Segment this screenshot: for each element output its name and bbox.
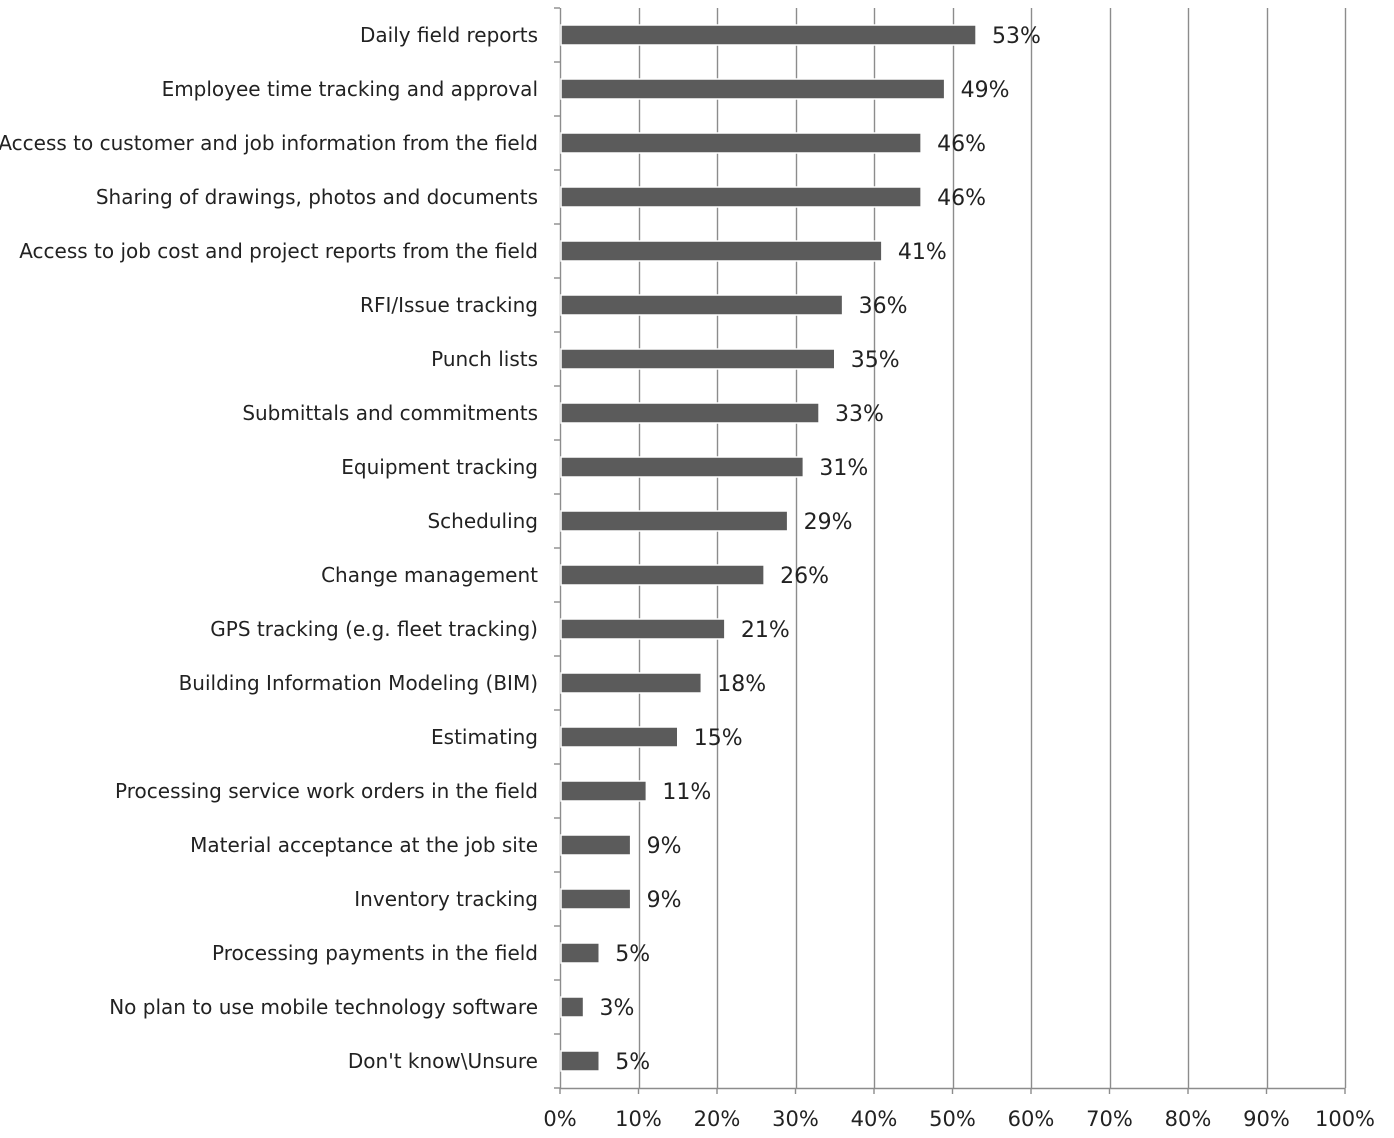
x-tick-label-60: 60% — [1008, 1107, 1055, 1131]
data-label: 3% — [600, 996, 635, 1021]
bar — [560, 24, 977, 46]
x-axis: 0% 10% 20% 30% 40% 50% 60% 70% 80% 90% 100% — [543, 1087, 1375, 1131]
data-label: 46% — [937, 186, 986, 211]
bar — [560, 186, 922, 208]
bar — [560, 348, 836, 370]
bar — [560, 1050, 600, 1072]
bars: Daily field reports 53% Employee time trac… — [0, 23, 1041, 1075]
bar — [560, 564, 765, 586]
bar — [560, 402, 820, 424]
data-label: 49% — [961, 78, 1010, 103]
x-tick-label-50: 50% — [929, 1107, 976, 1131]
category-label: Punch lists — [431, 347, 538, 371]
category-label: Submittals and commitments — [242, 401, 538, 425]
bar — [560, 132, 922, 154]
category-label: No plan to use mobile technology softwar… — [109, 995, 538, 1019]
x-tick-label-90: 90% — [1243, 1107, 1290, 1131]
category-label: Inventory tracking — [354, 887, 538, 911]
category-label: Scheduling — [427, 509, 538, 533]
data-label: 35% — [851, 348, 900, 373]
bar — [560, 780, 648, 802]
category-label: Daily field reports — [360, 23, 538, 47]
category-label: Equipment tracking — [341, 455, 538, 479]
gridlines — [638, 8, 1347, 1088]
bar — [560, 294, 844, 316]
bar — [560, 78, 946, 100]
data-label: 53% — [992, 24, 1041, 49]
x-tick-label-30: 30% — [772, 1107, 819, 1131]
bar — [560, 942, 600, 964]
category-label: Employee time tracking and approval — [162, 77, 538, 101]
data-label: 33% — [835, 402, 884, 427]
category-label: Building Information Modeling (BIM) — [179, 671, 538, 695]
bar — [560, 240, 883, 262]
x-tick-label-10: 10% — [615, 1107, 662, 1131]
bar — [560, 672, 703, 694]
bar — [560, 888, 632, 910]
data-label: 41% — [898, 240, 947, 265]
data-label: 26% — [780, 564, 829, 589]
data-label: 18% — [717, 672, 766, 697]
category-label: Change management — [321, 563, 538, 587]
x-tick-label-0: 0% — [543, 1107, 576, 1131]
bar — [560, 510, 789, 532]
x-tick-label-20: 20% — [694, 1107, 741, 1131]
bar — [560, 834, 632, 856]
x-tick-label-100: 100% — [1315, 1107, 1375, 1131]
data-label: 36% — [859, 294, 908, 319]
data-label: 9% — [647, 834, 682, 859]
x-tick-label-70: 70% — [1086, 1107, 1133, 1131]
category-label: Sharing of drawings, photos and document… — [96, 185, 538, 209]
category-label: Access to job cost and project reports f… — [19, 239, 538, 263]
category-label: Processing payments in the field — [212, 941, 538, 965]
data-label: 5% — [615, 942, 650, 967]
data-label: 5% — [615, 1050, 650, 1075]
category-label: Processing service work orders in the fi… — [115, 779, 538, 803]
category-label: RFI/Issue tracking — [360, 293, 538, 317]
category-label: Estimating — [431, 725, 538, 749]
category-label: Don't know\Unsure — [348, 1049, 538, 1073]
bar — [560, 456, 805, 478]
category-label: Access to customer and job information f… — [0, 131, 538, 155]
category-label: GPS tracking (e.g. fleet tracking) — [210, 617, 538, 641]
data-label: 11% — [662, 780, 711, 805]
data-label: 21% — [741, 618, 790, 643]
bar — [560, 618, 726, 640]
x-tick-label-40: 40% — [851, 1107, 898, 1131]
data-label: 15% — [694, 726, 743, 751]
bar — [560, 726, 679, 748]
data-label: 29% — [804, 510, 853, 535]
data-label: 31% — [819, 456, 868, 481]
data-label: 46% — [937, 132, 986, 157]
category-label: Material acceptance at the job site — [190, 833, 538, 857]
data-label: 9% — [647, 888, 682, 913]
x-tick-label-80: 80% — [1165, 1107, 1212, 1131]
y-axis — [554, 7, 562, 1089]
bar — [560, 996, 585, 1018]
